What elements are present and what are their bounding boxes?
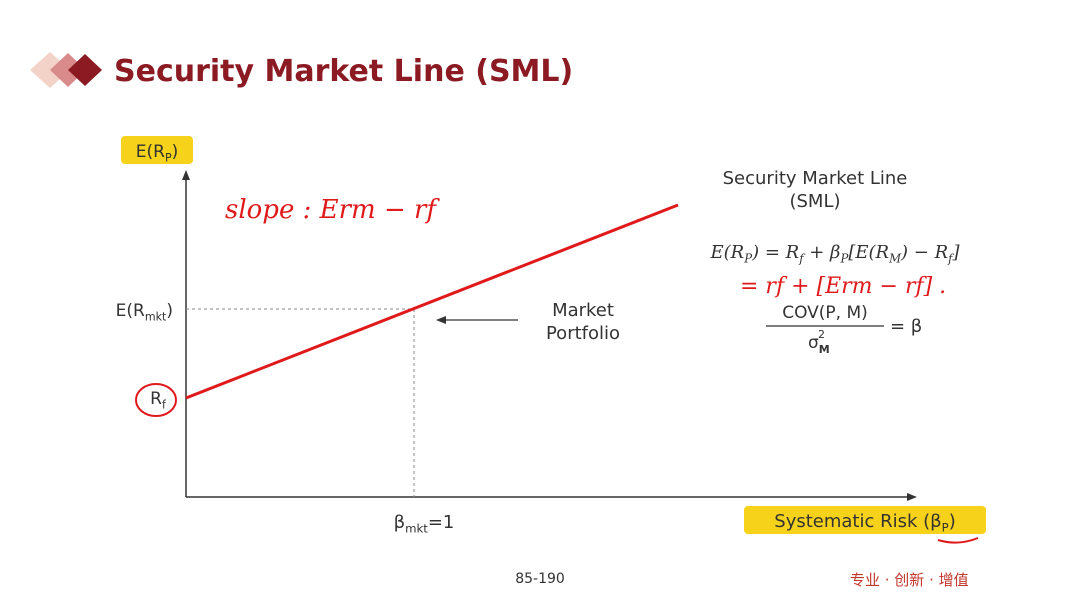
- subscript: P: [165, 151, 172, 164]
- brand: 专业 · 创新 · 增值: [850, 571, 969, 589]
- label-part: σ: [808, 333, 819, 353]
- subscript: P: [743, 252, 753, 266]
- slide-title: Security Market Line (SML): [114, 54, 573, 89]
- label-part: ): [172, 142, 179, 162]
- handwritten-note: = rf + [Erm − rf] .: [740, 274, 946, 299]
- label-part: ]: [951, 242, 960, 263]
- sml-line: [185, 203, 679, 400]
- handwritten-circle: [135, 383, 177, 417]
- axis-arrow: [182, 170, 190, 180]
- title-decoration: [68, 54, 102, 86]
- line-label: Security Market Line: [723, 168, 908, 189]
- subscript: f: [162, 398, 167, 411]
- subscript: f: [947, 252, 955, 266]
- fraction-denominator: σM: [808, 333, 830, 356]
- label-part: + β: [804, 242, 841, 263]
- label-part: E(R: [709, 242, 744, 263]
- fraction-numerator: COV(P, M): [782, 303, 868, 323]
- label-part: =1: [428, 512, 455, 533]
- label-part: [E(R: [848, 242, 889, 263]
- label-part: ): [949, 511, 956, 532]
- subscript: mkt: [145, 310, 167, 323]
- label: Rf: [150, 389, 167, 411]
- portfolio-label: Portfolio: [546, 323, 620, 344]
- label-part: E(R: [116, 301, 145, 321]
- subscript: M: [819, 343, 830, 356]
- handwritten-note: slope : Erm − rf: [225, 195, 440, 225]
- label: E(Rmkt): [116, 301, 173, 323]
- label-part: ) = R: [751, 242, 799, 263]
- label: E(RP) = Rf + βP[E(RM) − Rf]: [709, 242, 960, 266]
- label-part: Systematic Risk (β: [774, 511, 941, 532]
- page-number: 85-190: [515, 571, 565, 587]
- label: E(RP): [136, 142, 179, 164]
- label-part: ): [166, 301, 173, 321]
- label-part: β: [394, 512, 406, 533]
- pointer-arrow-head: [436, 316, 446, 324]
- subscript: P: [942, 521, 949, 535]
- label-part: ) − R: [900, 242, 948, 263]
- highlight: [744, 506, 986, 534]
- handwritten-underline: [937, 537, 979, 544]
- label: βmkt=1: [394, 512, 455, 536]
- highlight: [121, 136, 193, 164]
- portfolio-label: Market: [552, 300, 614, 321]
- subscript: f: [798, 252, 806, 266]
- label: Systematic Risk (βP): [774, 511, 955, 535]
- fraction-result: = β: [890, 316, 922, 337]
- line-label: (SML): [789, 191, 840, 212]
- label-part: R: [150, 389, 162, 409]
- subscript: mkt: [405, 522, 428, 536]
- subscript: P: [839, 252, 849, 266]
- label-part: E(R: [136, 142, 165, 162]
- axis-arrow: [907, 493, 917, 501]
- superscript: 2: [818, 328, 825, 341]
- subscript: M: [888, 252, 902, 266]
